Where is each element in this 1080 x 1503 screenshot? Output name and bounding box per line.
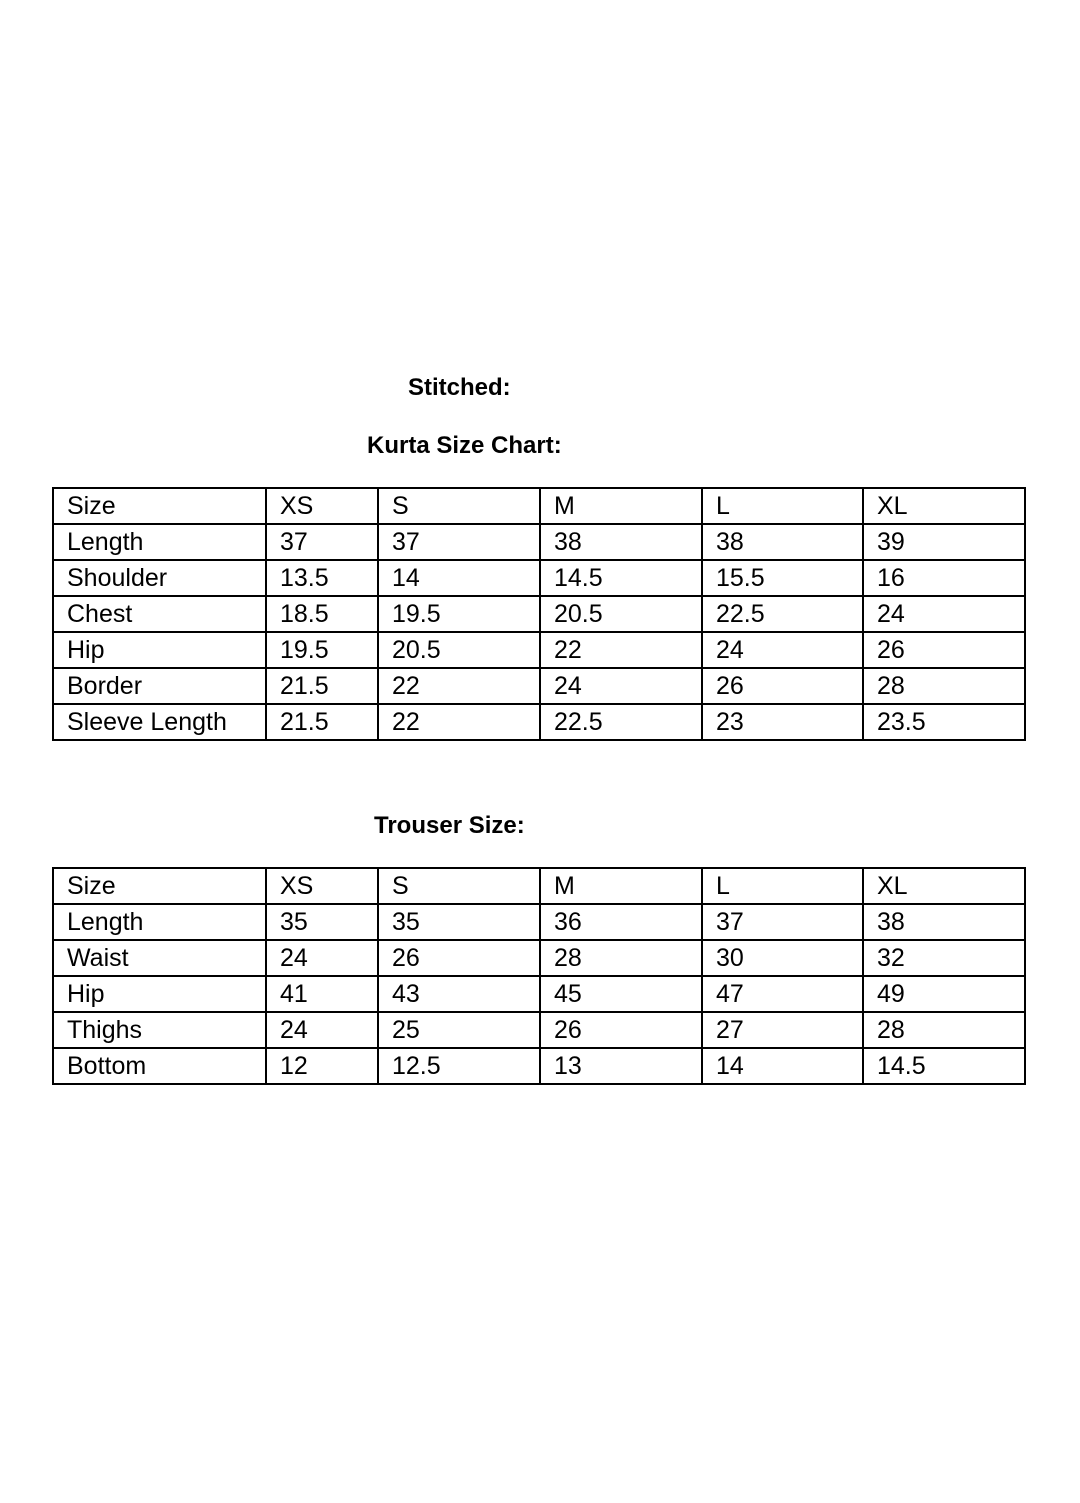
row-label-cell: Hip [52, 631, 267, 669]
table-cell: 21.5 [265, 703, 379, 741]
table-cell: 21.5 [265, 667, 379, 705]
table-row: Chest 18.5 19.5 20.5 22.5 24 [52, 595, 1026, 633]
table-cell: 28 [862, 667, 1026, 705]
header-row: Size XS S M L XL [52, 867, 1026, 905]
table-row: Bottom 12 12.5 13 14 14.5 [52, 1047, 1026, 1085]
table-cell: 28 [862, 1011, 1026, 1049]
table-cell: 26 [539, 1011, 703, 1049]
table-cell: 37 [265, 523, 379, 561]
table-row: Thighs 24 25 26 27 28 [52, 1011, 1026, 1049]
table-row: Border 21.5 22 24 26 28 [52, 667, 1026, 705]
table-cell: XL [862, 487, 1026, 525]
table-cell: 23 [701, 703, 864, 741]
table-cell: 28 [539, 939, 703, 977]
row-label-cell: Length [52, 903, 267, 941]
table-cell: 39 [862, 523, 1026, 561]
table-cell: M [539, 867, 703, 905]
table-cell: 47 [701, 975, 864, 1013]
row-label-cell: Chest [52, 595, 267, 633]
row-label-cell: Hip [52, 975, 267, 1013]
table-cell: 16 [862, 559, 1026, 597]
table-cell: 13.5 [265, 559, 379, 597]
table-cell: L [701, 487, 864, 525]
table-cell: 14 [377, 559, 541, 597]
table-cell: 26 [377, 939, 541, 977]
trouser-table-title: Trouser Size: [374, 812, 525, 839]
table-row: Sleeve Length 21.5 22 22.5 23 23.5 [52, 703, 1026, 741]
table-cell: S [377, 867, 541, 905]
table-cell: 27 [701, 1011, 864, 1049]
table-cell: L [701, 867, 864, 905]
row-label-cell: Bottom [52, 1047, 267, 1085]
table-cell: 20.5 [539, 595, 703, 633]
table-cell: 15.5 [701, 559, 864, 597]
stitched-heading: Stitched: [408, 374, 511, 401]
table-cell: 19.5 [265, 631, 379, 669]
table-cell: 38 [862, 903, 1026, 941]
row-label-cell: Waist [52, 939, 267, 977]
row-label-cell: Sleeve Length [52, 703, 267, 741]
table-cell: 38 [701, 523, 864, 561]
table-cell: 19.5 [377, 595, 541, 633]
table-cell: 26 [862, 631, 1026, 669]
table-cell: 22.5 [701, 595, 864, 633]
table-cell: 22 [377, 703, 541, 741]
table-cell: 43 [377, 975, 541, 1013]
table-cell: 38 [539, 523, 703, 561]
row-label-cell: Shoulder [52, 559, 267, 597]
table-cell: 41 [265, 975, 379, 1013]
table-cell: 14 [701, 1047, 864, 1085]
table-cell: 12 [265, 1047, 379, 1085]
table-cell: 26 [701, 667, 864, 705]
table-row: Length 37 37 38 38 39 [52, 523, 1026, 561]
table-cell: 24 [701, 631, 864, 669]
kurta-table-title: Kurta Size Chart: [367, 432, 562, 459]
kurta-size-table: Size XS S M L XL Length 37 37 38 38 39 Shoulder 13.5 1… [52, 487, 1026, 741]
table-cell: XS [265, 487, 379, 525]
table-cell: 18.5 [265, 595, 379, 633]
table-cell: 45 [539, 975, 703, 1013]
table-cell: 35 [377, 903, 541, 941]
table-cell: 30 [701, 939, 864, 977]
row-label-cell: Size [52, 487, 267, 525]
table-row: Hip 41 43 45 47 49 [52, 975, 1026, 1013]
table-row: Hip 19.5 20.5 22 24 26 [52, 631, 1026, 669]
table-cell: XS [265, 867, 379, 905]
table-cell: 22.5 [539, 703, 703, 741]
table-cell: 24 [539, 667, 703, 705]
table-cell: 49 [862, 975, 1026, 1013]
table-cell: 14.5 [539, 559, 703, 597]
table-cell: 23.5 [862, 703, 1026, 741]
table-row: Waist 24 26 28 30 32 [52, 939, 1026, 977]
table-cell: 24 [862, 595, 1026, 633]
trouser-size-table: Size XS S M L XL Length 35 35 36 37 38 Waist 24 26 28 30… [52, 867, 1026, 1085]
table-row: Length 35 35 36 37 38 [52, 903, 1026, 941]
header-row: Size XS S M L XL [52, 487, 1026, 525]
table-cell: XL [862, 867, 1026, 905]
row-label-cell: Thighs [52, 1011, 267, 1049]
table-cell: S [377, 487, 541, 525]
table-cell: 22 [539, 631, 703, 669]
table-cell: 12.5 [377, 1047, 541, 1085]
table-cell: 32 [862, 939, 1026, 977]
table-cell: 14.5 [862, 1047, 1026, 1085]
row-label-cell: Length [52, 523, 267, 561]
table-cell: 22 [377, 667, 541, 705]
table-cell: 24 [265, 1011, 379, 1049]
table-cell: 24 [265, 939, 379, 977]
table-cell: M [539, 487, 703, 525]
row-label-cell: Size [52, 867, 267, 905]
table-cell: 13 [539, 1047, 703, 1085]
table-cell: 37 [701, 903, 864, 941]
row-label-cell: Border [52, 667, 267, 705]
table-cell: 35 [265, 903, 379, 941]
table-cell: 37 [377, 523, 541, 561]
table-cell: 36 [539, 903, 703, 941]
table-cell: 20.5 [377, 631, 541, 669]
table-cell: 25 [377, 1011, 541, 1049]
table-row: Shoulder 13.5 14 14.5 15.5 16 [52, 559, 1026, 597]
